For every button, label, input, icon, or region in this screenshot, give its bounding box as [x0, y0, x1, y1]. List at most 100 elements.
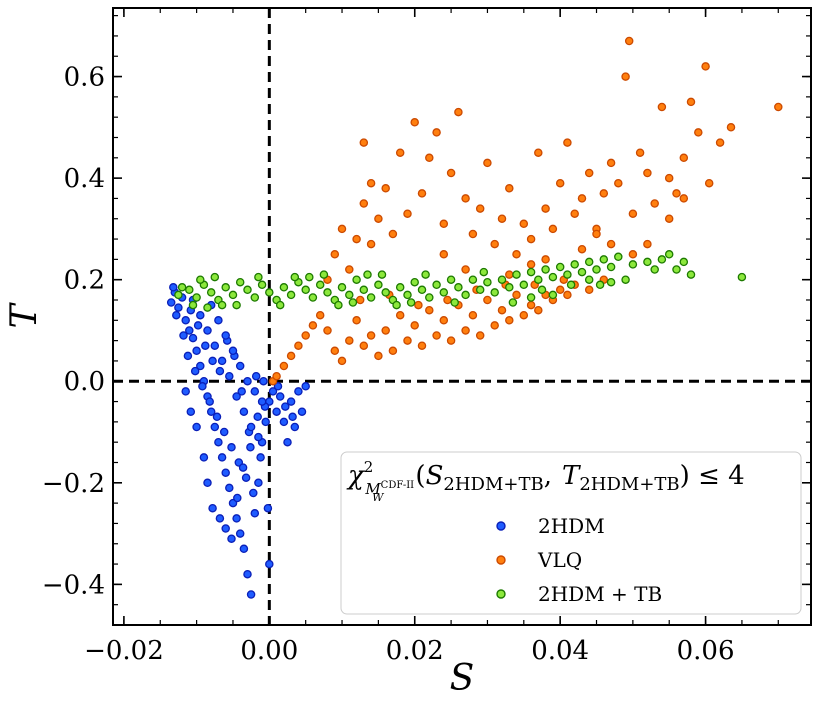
data-point — [275, 392, 285, 401]
data-point — [237, 387, 246, 396]
data-point — [490, 288, 499, 297]
data-point — [392, 300, 401, 310]
data-point — [214, 437, 223, 447]
data-point — [290, 272, 300, 282]
data-point — [249, 488, 258, 498]
data-point — [215, 514, 225, 523]
data-point — [186, 407, 196, 416]
data-point — [355, 295, 365, 305]
data-point — [584, 285, 594, 295]
data-point — [359, 138, 369, 147]
legend-marker-2hdm — [496, 521, 506, 531]
data-point — [479, 267, 489, 277]
data-point — [250, 293, 260, 302]
data-point — [643, 257, 652, 267]
data-point — [185, 326, 194, 335]
legend-marker-vlq — [496, 555, 506, 565]
data-point — [166, 298, 176, 307]
data-point — [614, 252, 623, 262]
data-point — [301, 285, 310, 295]
data-point — [235, 361, 245, 371]
data-point — [265, 288, 274, 297]
data-point — [483, 277, 492, 287]
data-point — [614, 178, 623, 188]
data-point — [664, 173, 674, 183]
data-point — [177, 283, 187, 292]
data-point — [475, 285, 485, 295]
data-point — [454, 283, 463, 292]
data-point — [410, 118, 419, 127]
x-tick-label: −0.02 — [84, 636, 164, 666]
data-point — [201, 341, 210, 350]
data-point — [253, 412, 262, 422]
x-tick-label: 0.00 — [240, 636, 298, 666]
data-point — [233, 493, 242, 503]
data-point — [337, 224, 347, 234]
y-tick-label: 0.0 — [64, 367, 105, 397]
data-point — [595, 280, 605, 290]
data-point — [193, 321, 203, 330]
data-point — [406, 298, 416, 307]
data-point — [643, 168, 652, 178]
data-point — [210, 422, 220, 432]
data-point — [268, 387, 278, 396]
reference-lines — [113, 8, 811, 625]
data-point — [188, 333, 198, 343]
data-point — [403, 290, 412, 300]
data-point — [446, 336, 456, 345]
data-point — [196, 361, 205, 371]
data-point — [417, 285, 427, 295]
data-point — [239, 407, 249, 416]
data-point — [366, 293, 376, 302]
data-point — [315, 310, 325, 320]
data-point — [592, 229, 601, 239]
data-point — [425, 305, 434, 315]
data-point — [737, 272, 747, 282]
data-point — [628, 250, 638, 259]
data-point — [221, 524, 230, 533]
data-point — [381, 326, 390, 335]
data-point — [188, 300, 198, 310]
data-point — [366, 331, 376, 340]
data-point — [251, 371, 261, 381]
data-point — [228, 346, 238, 356]
data-point — [450, 298, 459, 307]
data-point — [475, 331, 485, 340]
data-point — [526, 260, 536, 269]
data-point — [183, 351, 193, 361]
data-point — [263, 503, 273, 513]
data-point — [246, 443, 255, 452]
legend-title: χ2 MCDF-II W(S2HDM+TB, T2HDM+TB) ≤ 4 — [346, 458, 745, 504]
data-point — [297, 407, 307, 416]
legend-box — [340, 451, 802, 615]
data-point — [555, 285, 565, 295]
data-point — [181, 316, 190, 325]
legend-label-2hdm-tb: 2HDM + TB — [538, 582, 662, 606]
data-point — [403, 209, 412, 218]
data-point — [439, 316, 449, 325]
data-point — [726, 123, 736, 132]
data-point — [439, 250, 449, 259]
data-point — [432, 280, 441, 290]
data-point — [203, 326, 212, 335]
legend-marker-2hdm-tb — [496, 589, 506, 599]
data-point — [254, 478, 263, 488]
data-point — [621, 72, 630, 81]
data-point — [363, 270, 372, 279]
data-point — [414, 300, 423, 310]
data-point — [475, 204, 485, 213]
data-point — [225, 371, 234, 381]
series-0 — [166, 283, 310, 599]
data-point — [359, 199, 369, 208]
data-point — [563, 270, 572, 279]
data-point — [577, 267, 587, 277]
data-point — [208, 503, 217, 513]
data-point — [483, 295, 492, 305]
data-point — [286, 397, 296, 406]
data-point — [257, 397, 267, 406]
y-axis-title: T — [4, 302, 45, 329]
data-point — [227, 443, 236, 452]
data-point — [628, 209, 638, 218]
data-point — [425, 293, 434, 302]
data-point — [657, 255, 667, 264]
